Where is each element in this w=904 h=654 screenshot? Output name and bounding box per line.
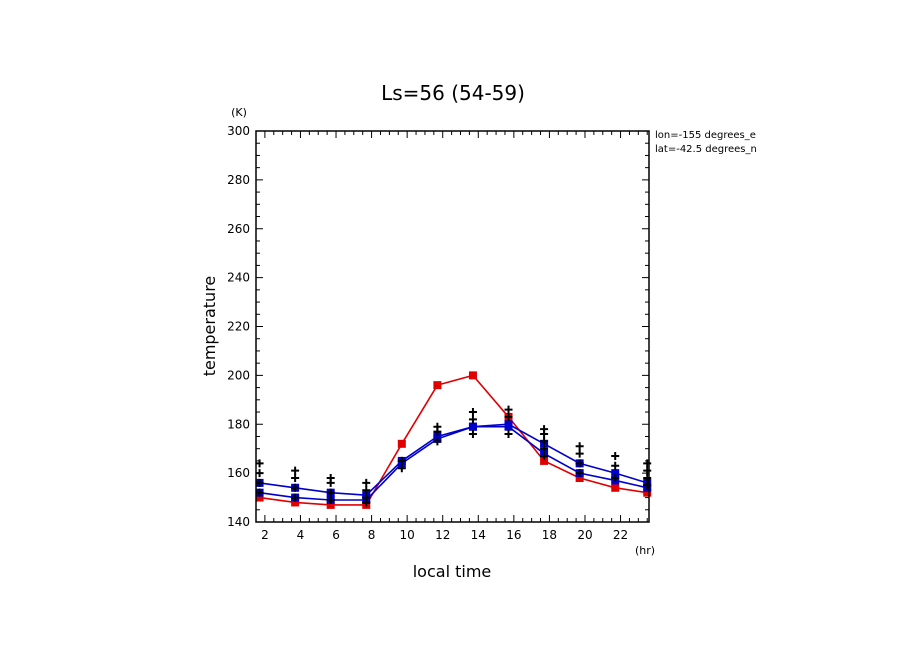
x-tick-label: 20 <box>577 528 592 542</box>
series-point-0 <box>433 381 442 390</box>
y-tick-label: 200 <box>227 368 250 382</box>
y-tick-label: 260 <box>227 222 250 236</box>
observation-marker <box>326 496 335 505</box>
y-tick-label: 280 <box>227 173 250 187</box>
observation-marker <box>255 459 264 468</box>
axis-ticks <box>256 130 649 523</box>
observation-marker <box>611 452 620 461</box>
observation-marker <box>255 478 264 487</box>
observation-marker <box>468 408 477 417</box>
series-point-0 <box>643 488 652 497</box>
x-tick-label: 6 <box>332 528 340 542</box>
y-tick-label: 220 <box>227 320 250 334</box>
observation-marker <box>291 493 300 502</box>
observation-marker <box>468 415 477 424</box>
plot-frame <box>255 130 650 523</box>
y-tick-label: 140 <box>227 515 250 529</box>
y-tick-label: 160 <box>227 466 250 480</box>
series-point-2 <box>433 432 442 441</box>
series-lines <box>255 371 652 509</box>
observation-marker <box>611 474 620 483</box>
y-tick-labels: 140 160 180 200 220 240 260 280 300 <box>227 124 250 529</box>
x-tick-label: 14 <box>471 528 486 542</box>
observation-marker <box>540 437 549 446</box>
observation-marker <box>255 488 264 497</box>
observation-marker <box>291 483 300 492</box>
observation-marker <box>326 488 335 497</box>
observation-marker <box>433 427 442 436</box>
x-tick-label: 16 <box>506 528 521 542</box>
series-point-0 <box>468 371 477 380</box>
series-line-1 <box>259 425 648 501</box>
observation-markers <box>255 405 652 507</box>
observation-marker <box>575 442 584 451</box>
chart-title: Ls=56 (54-59) <box>381 81 525 105</box>
observation-marker <box>255 469 264 478</box>
y-tick-label: 180 <box>227 417 250 431</box>
x-tick-label: 18 <box>542 528 557 542</box>
observation-marker <box>291 474 300 483</box>
series-point-0 <box>255 493 264 502</box>
y-tick-label: 300 <box>227 124 250 138</box>
observation-marker <box>362 498 371 507</box>
observation-marker <box>504 412 513 421</box>
observation-marker <box>362 486 371 495</box>
series-point-0 <box>326 500 335 509</box>
observation-marker <box>540 430 549 439</box>
observation-marker <box>540 452 549 461</box>
series-point-2 <box>504 420 513 429</box>
series-point-2 <box>611 469 620 478</box>
y-tick-label: 240 <box>227 271 250 285</box>
observation-marker <box>575 469 584 478</box>
observation-marker <box>575 449 584 458</box>
x-tick-label: 8 <box>368 528 376 542</box>
observation-marker <box>643 481 652 490</box>
observation-marker <box>643 459 652 468</box>
x-tick-label: 2 <box>261 528 269 542</box>
observation-marker <box>433 437 442 446</box>
x-tick-labels: 2 4 6 8 10 12 14 16 18 20 22 <box>261 528 628 542</box>
x-tick-label: 10 <box>400 528 415 542</box>
annotation-lat: lat=-42.5 degrees_n <box>655 144 757 155</box>
observation-marker <box>326 478 335 487</box>
series-point-0 <box>575 474 584 483</box>
observation-marker <box>540 444 549 453</box>
observation-marker <box>397 456 406 465</box>
x-tick-label: 4 <box>297 528 305 542</box>
y-axis-label: temperature <box>200 276 219 377</box>
series-point-0 <box>397 439 406 448</box>
observation-marker <box>575 459 584 468</box>
observation-marker <box>643 466 652 475</box>
observation-marker <box>468 430 477 439</box>
observation-marker <box>504 405 513 414</box>
series-line-0 <box>259 374 648 506</box>
observation-marker <box>611 461 620 470</box>
series-point-2 <box>468 422 477 431</box>
series-point-0 <box>611 483 620 492</box>
x-axis-label: local time <box>413 562 492 581</box>
x-tick-label: 12 <box>435 528 450 542</box>
y-unit-label: (K) <box>231 106 247 119</box>
series-point-0 <box>540 456 549 465</box>
x-unit-label: (hr) <box>635 544 655 557</box>
annotation-lon: lon=-155 degrees_e <box>655 130 756 141</box>
series-point-0 <box>291 498 300 507</box>
observation-marker <box>291 466 300 475</box>
series-line-2 <box>259 423 648 496</box>
observation-marker <box>504 430 513 439</box>
x-tick-label: 22 <box>613 528 628 542</box>
observation-marker <box>362 478 371 487</box>
observation-marker <box>397 464 406 473</box>
observation-marker <box>643 474 652 483</box>
